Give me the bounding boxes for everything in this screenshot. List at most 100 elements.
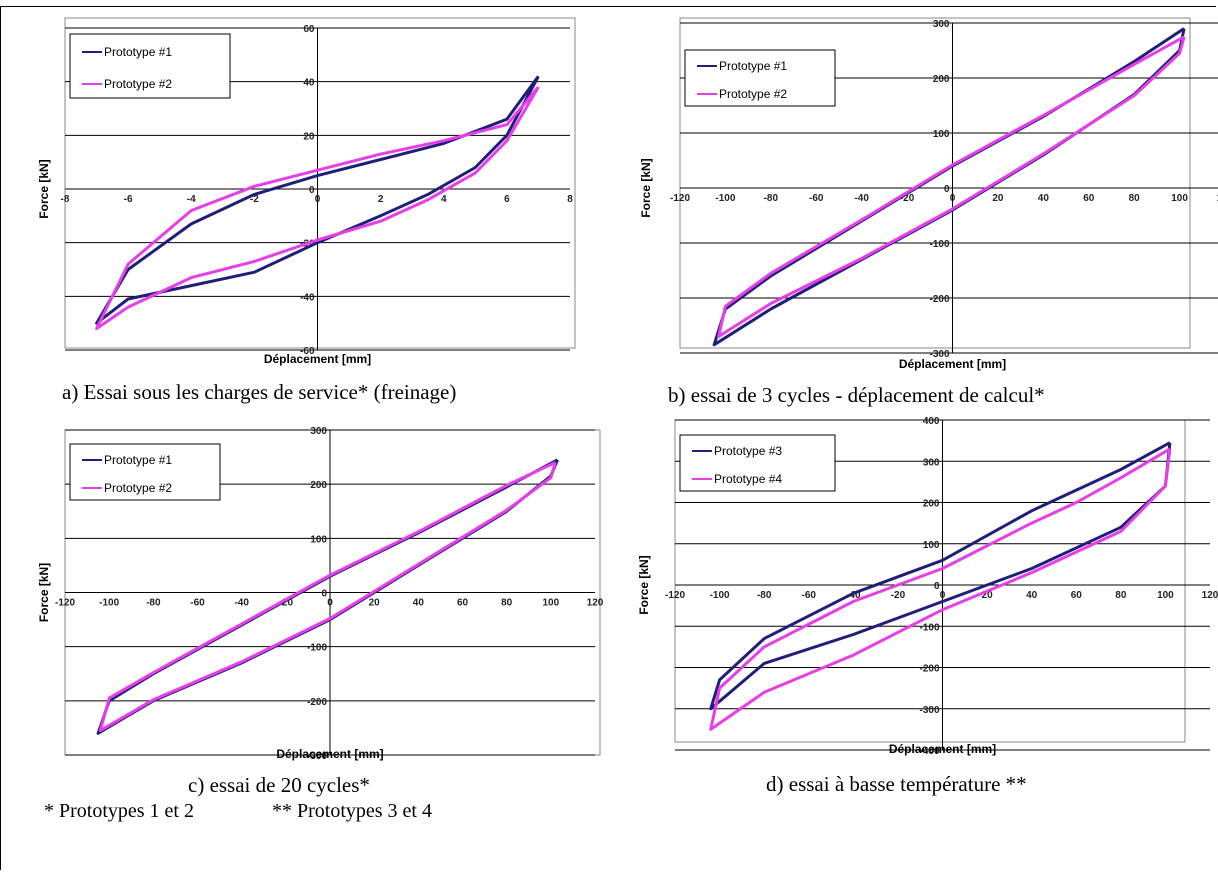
x-tick-label: -6 [124, 194, 133, 205]
x-tick-label: 80 [501, 598, 513, 609]
legend-label: Prototype #3 [714, 444, 782, 458]
x-tick-label: -60 [809, 193, 824, 204]
y-tick-label: 200 [923, 499, 940, 510]
x-tick-label: 100 [542, 598, 559, 609]
series-line-2 [709, 447, 1172, 731]
x-tick-label: 6 [504, 194, 510, 205]
x-axis-label: Déplacement [mm] [276, 747, 383, 761]
x-tick-label: -80 [757, 590, 772, 601]
x-tick-label: 120 [1217, 193, 1218, 204]
x-tick-label: -60 [802, 590, 817, 601]
x-tick-label: -8 [61, 194, 70, 205]
y-tick-label: 100 [310, 534, 327, 545]
x-tick-label: 120 [1202, 590, 1218, 601]
legend-label: Prototype #2 [104, 77, 172, 91]
legend-label: Prototype #1 [104, 45, 172, 59]
y-tick-label: -300 [929, 349, 949, 360]
y-tick-label: -300 [919, 705, 939, 716]
x-tick-label: -4 [187, 194, 196, 205]
x-tick-label: 0 [950, 193, 956, 204]
x-tick-label: 100 [1171, 193, 1188, 204]
x-tick-label: -60 [190, 598, 205, 609]
legend-box [69, 33, 231, 99]
y-tick-label: 400 [923, 416, 940, 427]
y-tick-label: 100 [923, 540, 940, 551]
x-tick-label: -40 [846, 590, 861, 601]
y-tick-label: 60 [303, 24, 315, 35]
x-tick-label: -100 [715, 193, 735, 204]
y-tick-label: 0 [309, 185, 315, 196]
series-line-1 [709, 441, 1172, 711]
x-tick-label: 0 [940, 590, 946, 601]
x-tick-label: 4 [441, 194, 447, 205]
x-tick-label: 100 [1157, 590, 1174, 601]
y-tick-label: -40 [300, 292, 315, 303]
series-line-2 [95, 86, 540, 330]
footnote-right: ** Prototypes 3 et 4 [272, 800, 432, 822]
x-tick-label: 40 [1026, 590, 1038, 601]
y-axis-label: Force [kN] [37, 563, 51, 622]
x-tick-label: -120 [670, 193, 690, 204]
x-tick-label: 0 [315, 194, 321, 205]
figure-frame [0, 6, 1216, 870]
x-tick-label: 80 [1115, 590, 1127, 601]
x-tick-label: 40 [1038, 193, 1050, 204]
legend-box [684, 49, 836, 107]
series-line-2 [98, 461, 557, 733]
y-tick-label: -300 [307, 751, 327, 762]
legend-label: Prototype #4 [714, 472, 782, 486]
y-tick-label: 0 [934, 581, 940, 592]
x-tick-label: -120 [665, 590, 685, 601]
y-tick-label: -200 [929, 294, 949, 305]
y-tick-label: 100 [933, 129, 950, 140]
y-tick-label: -200 [307, 697, 327, 708]
x-tick-label: 120 [587, 598, 604, 609]
x-tick-label: 20 [982, 590, 994, 601]
x-tick-label: 20 [992, 193, 1004, 204]
x-tick-label: 60 [457, 598, 469, 609]
footnote-left: * Prototypes 1 et 2 [44, 800, 194, 822]
legend-label: Prototype #2 [104, 481, 172, 495]
x-tick-label: -80 [146, 598, 161, 609]
x-axis-label: Déplacement [mm] [889, 742, 996, 756]
x-tick-label: -100 [710, 590, 730, 601]
legend-label: Prototype #1 [719, 59, 787, 73]
x-tick-label: -80 [764, 193, 779, 204]
y-tick-label: -100 [307, 643, 327, 654]
x-tick-label: -2 [250, 194, 259, 205]
x-axis-label: Déplacement [mm] [264, 352, 371, 366]
x-tick-label: 8 [567, 194, 573, 205]
caption-c: c) essai de 20 cycles* [188, 773, 370, 797]
y-tick-label: -60 [300, 346, 315, 357]
x-tick-label: -20 [900, 193, 915, 204]
legend-box [679, 434, 836, 492]
x-tick-label: -20 [891, 590, 906, 601]
x-tick-label: -120 [55, 598, 75, 609]
y-tick-label: 0 [321, 589, 327, 600]
y-tick-label: 20 [303, 131, 315, 142]
x-tick-label: 80 [1129, 193, 1141, 204]
y-tick-label: 300 [933, 19, 950, 30]
x-tick-label: -100 [99, 598, 119, 609]
x-tick-label: 60 [1071, 590, 1083, 601]
caption-a: a) Essai sous les charges de service* (f… [62, 380, 457, 404]
x-tick-label: 0 [327, 598, 333, 609]
legend-box [69, 443, 221, 501]
x-tick-label: -40 [854, 193, 869, 204]
y-tick-label: 0 [944, 184, 950, 195]
y-axis-label: Force [kN] [637, 555, 651, 614]
y-tick-label: -200 [919, 664, 939, 675]
y-axis-label: Force [kN] [639, 158, 653, 217]
y-tick-label: 40 [303, 78, 315, 89]
x-tick-label: 60 [1083, 193, 1095, 204]
y-tick-label: -100 [929, 239, 949, 250]
y-tick-label: 200 [933, 74, 950, 85]
legend-label: Prototype #1 [104, 453, 172, 467]
x-axis-label: Déplacement [mm] [899, 357, 1006, 371]
y-tick-label: 200 [310, 480, 327, 491]
series-line-1 [95, 75, 540, 325]
x-tick-label: -20 [279, 598, 294, 609]
y-axis-label: Force [kN] [37, 159, 51, 218]
